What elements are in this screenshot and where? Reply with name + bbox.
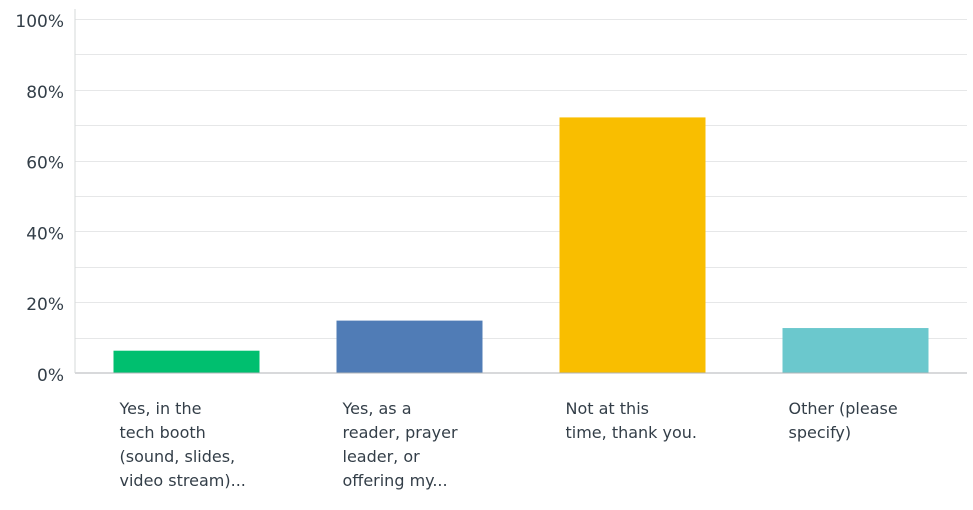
x-category-label: Yes, as a reader, prayer leader, or offerin… — [343, 397, 493, 493]
y-tick-label: 100% — [15, 12, 64, 32]
y-tick-label: 60% — [26, 154, 64, 174]
bar — [113, 350, 260, 373]
x-category-label-line: specify) — [788, 423, 852, 442]
x-category-label-line: video stream)... — [119, 471, 246, 490]
x-category-label-line: tech booth — [119, 423, 206, 442]
grid-lines — [75, 19, 967, 339]
bar — [336, 320, 483, 373]
y-tick-label: 40% — [26, 224, 64, 244]
x-category-label-line: Yes, as a — [342, 399, 412, 418]
x-category-label: Yes, in the tech booth (sound, slides, vide… — [120, 397, 270, 493]
x-category-label-line: time, thank you. — [565, 423, 698, 442]
y-tick-label: 20% — [26, 295, 64, 315]
x-category-label-line: reader, prayer — [342, 423, 458, 442]
bar — [559, 117, 706, 373]
x-category-label-line: Not at this — [565, 399, 649, 418]
x-category-label-line: Other (please — [788, 399, 898, 418]
y-tick-label: 0% — [37, 366, 64, 386]
x-category-label-line: Yes, in the — [119, 399, 202, 418]
y-tick-label: 80% — [26, 83, 64, 103]
x-category-label-line: (sound, slides, — [119, 447, 236, 466]
y-axis-ticks: 0% 20% 40% 60% 80% 100% — [15, 12, 64, 386]
x-category-label-line: leader, or — [342, 447, 420, 466]
x-category-label: Other (please specify) — [789, 397, 939, 445]
x-category-label: Not at this time, thank you. — [566, 397, 716, 445]
x-category-label-line: offering my... — [342, 471, 448, 490]
bar — [782, 328, 929, 373]
bars — [113, 117, 929, 373]
